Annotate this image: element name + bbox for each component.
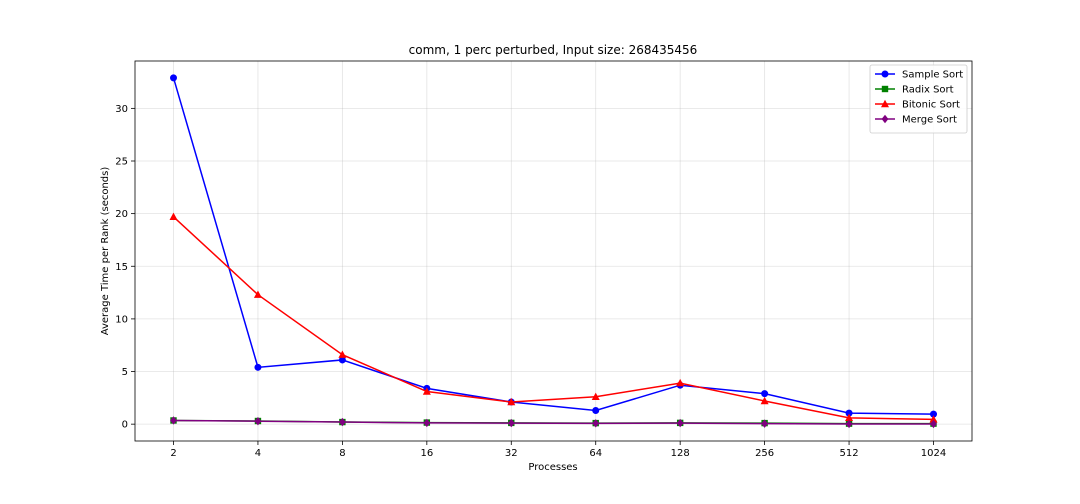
x-tick-label: 32	[505, 448, 518, 459]
series-bitonic-sort	[169, 212, 938, 423]
y-tick-label: 20	[115, 209, 128, 220]
x-tick-label: 1024	[921, 448, 946, 459]
series-line-sample-sort	[172, 77, 934, 415]
legend-item-merge-sort: Merge Sort	[875, 115, 957, 126]
x-axis-ticks: 2 4 8 16 32 64 128 256 512 1024	[170, 441, 946, 459]
data-point-merge-sort	[507, 418, 515, 428]
data-point-bitonic-sort	[676, 378, 685, 387]
data-point-bitonic-sort	[845, 413, 854, 422]
x-tick-label: 2	[170, 448, 176, 459]
data-point-merge-sort	[170, 416, 177, 425]
series-layer	[169, 74, 938, 429]
x-tick-label: 64	[589, 448, 602, 459]
data-point-merge-sort	[761, 419, 769, 428]
legend-label: Bitonic Sort	[902, 100, 960, 111]
data-point-bitonic-sort	[338, 350, 347, 358]
data-point-merge-sort	[338, 417, 346, 427]
legend-box	[869, 64, 968, 134]
data-point-bitonic-sort	[253, 290, 262, 298]
x-tick-label: 8	[339, 448, 345, 459]
data-point-sample-sort	[845, 409, 853, 417]
x-tick-label: 4	[255, 448, 261, 459]
y-tick-label: 10	[115, 314, 128, 325]
legend-label: Radix Sort	[902, 85, 954, 96]
legend-marker	[881, 99, 889, 108]
legend: Sample Sort Radix Sort Bitonic Sort Merge S…	[869, 64, 968, 134]
data-point-sample-sort	[930, 410, 937, 418]
y-tick-label: 30	[115, 104, 128, 115]
data-point-bitonic-sort	[507, 397, 516, 406]
x-tick-label: 128	[671, 448, 690, 459]
legend-item-radix-sort: Radix Sort	[875, 85, 954, 96]
data-point-sample-sort	[254, 363, 262, 371]
x-tick-label: 256	[755, 448, 774, 459]
data-point-bitonic-sort	[591, 392, 600, 400]
plot-frame	[134, 60, 973, 442]
legend-item-bitonic-sort: Bitonic Sort	[875, 100, 960, 111]
y-tick-label: 5	[122, 367, 128, 378]
legend-label: Sample Sort	[902, 70, 963, 81]
legend-item-sample-sort: Sample Sort	[875, 70, 963, 81]
series-line-merge-sort	[173, 419, 934, 425]
data-point-merge-sort	[930, 419, 937, 429]
y-tick-label: 15	[115, 262, 128, 273]
series-merge-sort	[170, 416, 937, 429]
x-tick-label: 16	[420, 448, 433, 459]
data-point-sample-sort	[592, 406, 600, 414]
data-point-merge-sort	[254, 417, 262, 426]
data-point-merge-sort	[676, 418, 684, 428]
data-point-bitonic-sort	[422, 387, 431, 395]
y-axis-ticks: 0 5 10 15 20 25 30	[115, 104, 135, 431]
legend-label: Merge Sort	[902, 115, 957, 126]
legend-marker	[881, 114, 889, 124]
x-tick-label: 512	[840, 448, 859, 459]
data-point-merge-sort	[423, 418, 431, 428]
series-line-bitonic-sort	[172, 216, 934, 421]
data-point-bitonic-sort	[169, 212, 178, 220]
data-point-sample-sort	[338, 356, 346, 364]
data-point-merge-sort	[592, 419, 600, 428]
data-point-bitonic-sort	[760, 396, 769, 405]
data-point-bitonic-sort	[929, 415, 938, 423]
y-axis-label: Average Time per Rank (seconds)	[100, 167, 111, 336]
data-point-sample-sort	[761, 390, 769, 398]
y-tick-label: 25	[115, 157, 128, 168]
chart-title: comm, 1 perc perturbed, Input size: 2684…	[409, 43, 698, 57]
x-axis-label: Processes	[528, 462, 577, 473]
y-tick-label: 0	[122, 420, 128, 431]
plot-background	[135, 61, 972, 441]
grid	[135, 61, 972, 441]
data-point-merge-sort	[845, 419, 853, 429]
legend-marker	[881, 70, 889, 78]
data-point-sample-sort	[170, 74, 177, 82]
legend-marker	[881, 85, 889, 93]
